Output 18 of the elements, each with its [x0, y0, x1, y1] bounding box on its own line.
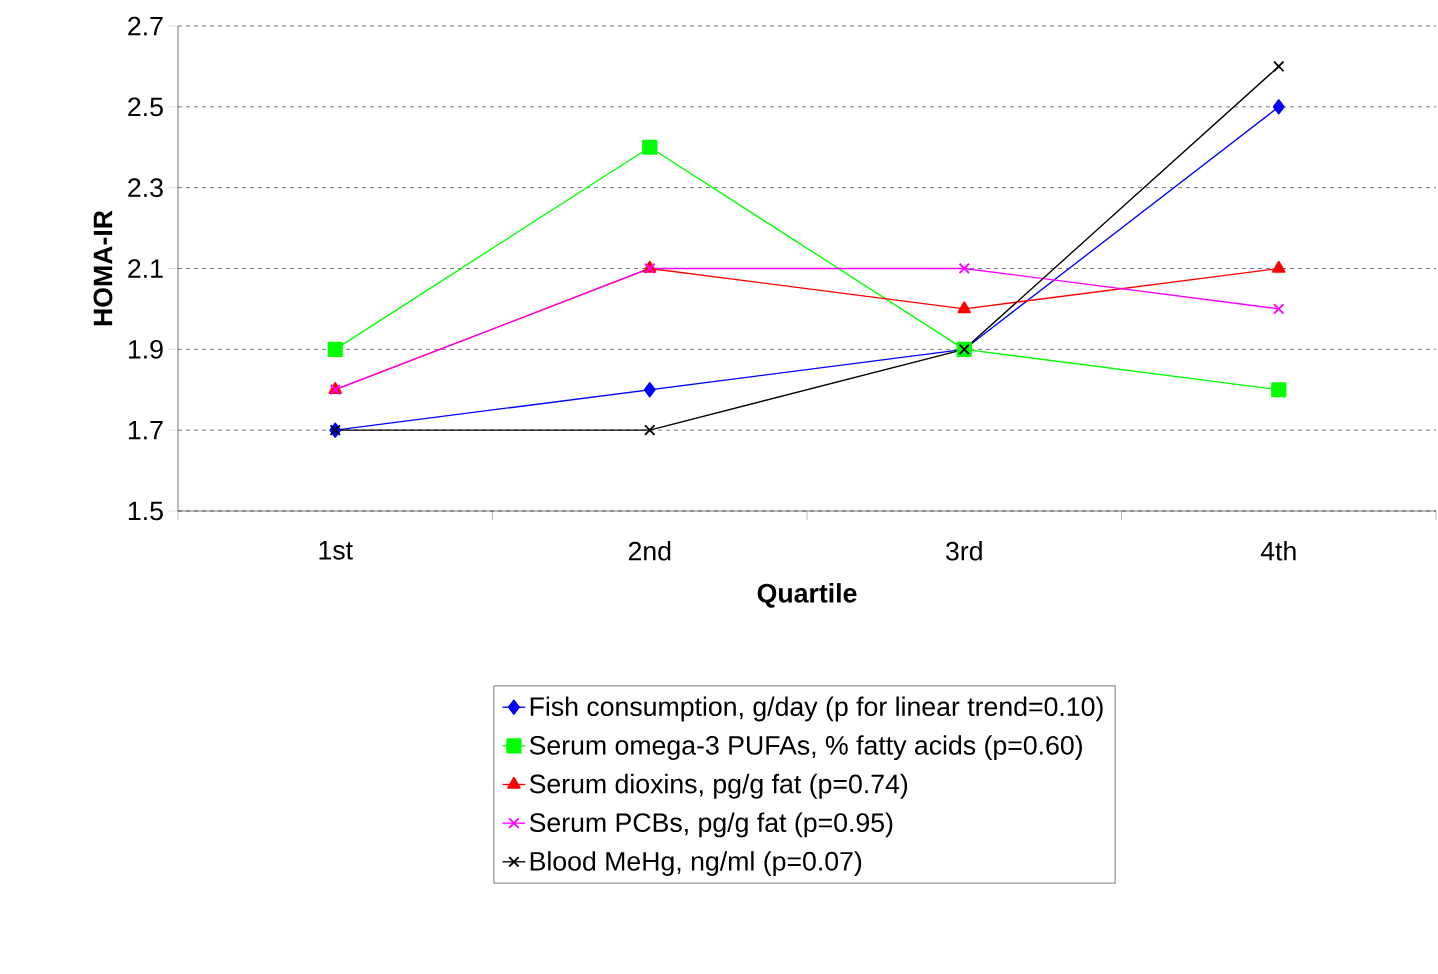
- x-tick-label: 2nd: [628, 541, 671, 561]
- y-tick-label: 2.7: [128, 16, 163, 36]
- legend-label: Blood MeHg, ng/ml (p=0.07): [530, 851, 862, 877]
- y-tick-label: 2.3: [128, 178, 163, 198]
- legend-label: Serum dioxins, pg/g fat (p=0.74): [529, 773, 908, 799]
- y-tick-label: 1.7: [128, 420, 163, 440]
- y-tick-label: 1.9: [128, 339, 163, 359]
- legend-label: Serum PCBs, pg/g fat (p=0.95): [529, 812, 893, 838]
- x-tick-label: 1st: [319, 541, 353, 560]
- legend-label: Serum omega-3 PUFAs, % fatty acids (p=0.60): [529, 735, 1082, 761]
- x-tick-label: 4th: [1260, 541, 1296, 561]
- x-tick-label: 3rd: [946, 541, 982, 561]
- y-tick-label: 2.1: [128, 259, 163, 278]
- y-axis-title: HOMA-IR: [93, 210, 113, 326]
- y-tick-label: 1.5: [128, 501, 163, 521]
- legend-label: Fish consumption, g/day (p for linear trend=0.10): [530, 696, 1103, 722]
- y-tick-label: 2.5: [128, 97, 163, 117]
- x-axis-title: Quartile: [757, 583, 857, 608]
